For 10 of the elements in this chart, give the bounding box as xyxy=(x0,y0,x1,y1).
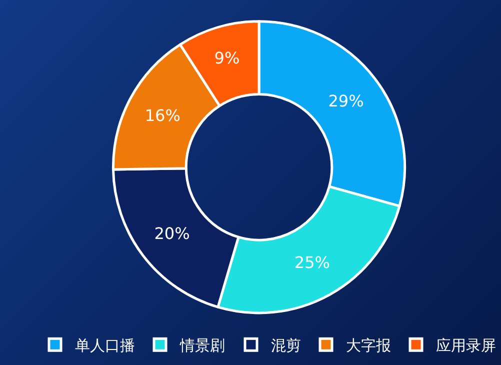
data-label: 9% xyxy=(214,48,240,68)
data-label: 20% xyxy=(154,224,190,243)
data-label: 25% xyxy=(294,253,330,272)
data-label: 16% xyxy=(144,106,180,126)
data-label: 29% xyxy=(328,91,364,110)
legend-label: 单人口播 xyxy=(75,336,135,354)
legend-label: 情景剧 xyxy=(179,336,225,354)
legend-label: 应用录屏 xyxy=(436,336,496,354)
legend-label: 混剪 xyxy=(271,336,301,354)
legend-label: 大字报 xyxy=(346,336,391,354)
